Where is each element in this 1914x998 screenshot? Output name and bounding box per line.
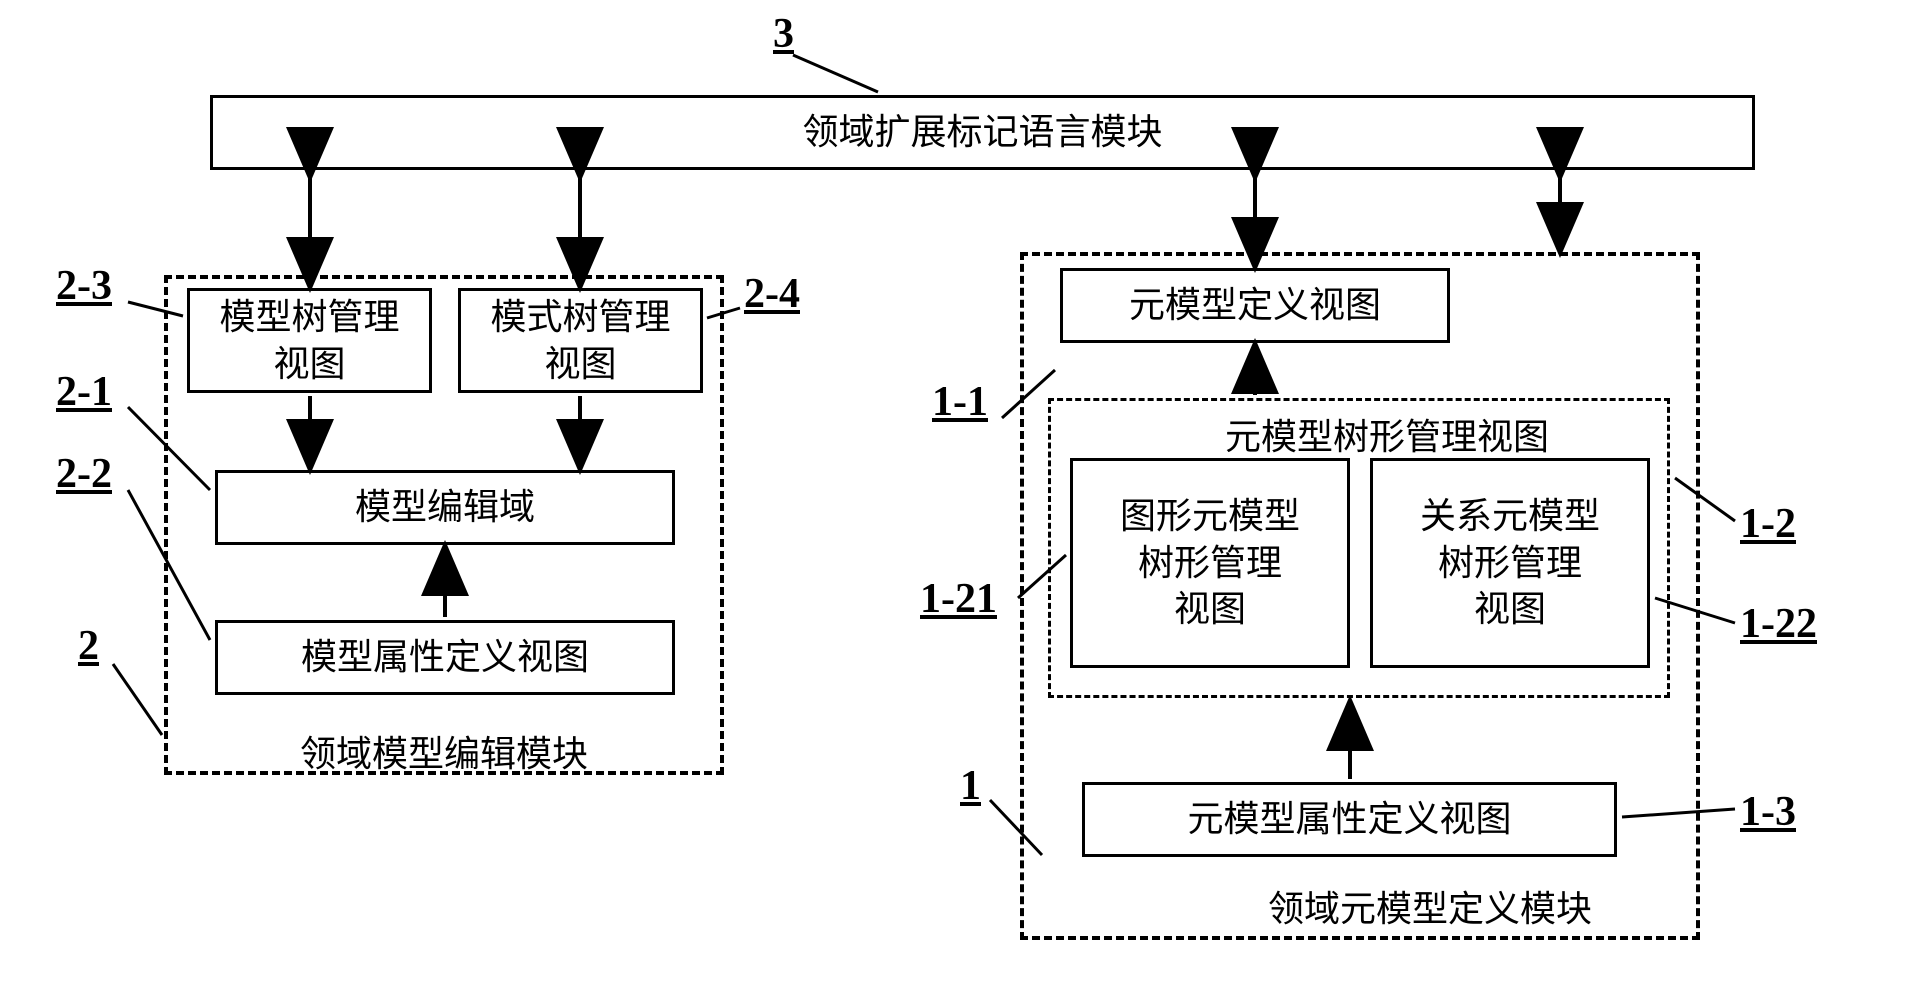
arrows-svg bbox=[0, 0, 1914, 998]
